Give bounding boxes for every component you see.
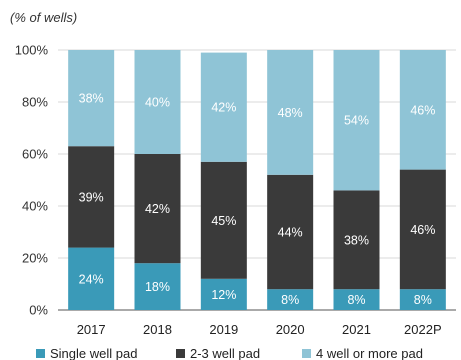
data-label: 48% — [278, 106, 303, 120]
data-label: 42% — [211, 101, 236, 115]
data-label: 46% — [410, 223, 435, 237]
bars: 24% 39% 38% 18% 42% 40% 12% 45% 42% 8% 44% 48% 8% 38%… — [68, 50, 446, 310]
data-label: 54% — [344, 114, 369, 128]
legend-label: Single well pad — [50, 346, 137, 360]
data-label: 45% — [211, 214, 236, 228]
x-tick-label: 2017 — [77, 322, 106, 337]
bar-segment — [399, 50, 446, 170]
bar-segment — [200, 278, 247, 310]
x-tick-label: 2021 — [342, 322, 371, 337]
bar-segment — [267, 174, 314, 290]
legend-label: 4 well or more pad — [316, 346, 423, 360]
x-tick-label: 2019 — [209, 322, 238, 337]
gridlines — [58, 49, 456, 311]
x-tick-label: 2020 — [276, 322, 305, 337]
legend: Single well pad 2-3 well pad 4 well or mor… — [36, 346, 423, 360]
legend-swatch — [302, 349, 311, 358]
x-tick-label: 2018 — [143, 322, 172, 337]
bar-segment — [333, 190, 380, 290]
data-label: 24% — [79, 272, 104, 286]
bar-segment — [267, 289, 314, 310]
x-tick-label: 2022P — [404, 322, 442, 337]
y-tick-label: 100% — [15, 43, 49, 58]
data-label: 38% — [79, 92, 104, 106]
legend-label: 2-3 well pad — [190, 346, 260, 360]
data-label: 44% — [278, 226, 303, 240]
data-label: 42% — [145, 202, 170, 216]
x-axis: 2017 2018 2019 2020 2021 2022P — [77, 322, 442, 337]
bar-segment — [68, 146, 115, 248]
bar-segment — [200, 161, 247, 279]
bar-segment — [134, 50, 181, 154]
bar-segment — [200, 52, 247, 162]
bar-segment — [399, 289, 446, 310]
y-tick-label: 40% — [22, 199, 48, 214]
data-label: 8% — [414, 293, 432, 307]
data-label: 12% — [211, 288, 236, 302]
bar-segment — [68, 50, 115, 147]
data-label: 18% — [145, 280, 170, 294]
y-tick-label: 20% — [22, 251, 48, 266]
bar-segment — [134, 263, 181, 310]
legend-swatch — [176, 349, 185, 358]
data-label: 8% — [347, 293, 365, 307]
unit-label: (% of wells) — [10, 10, 77, 25]
data-label: 38% — [344, 233, 369, 247]
legend-swatch — [36, 349, 45, 358]
data-label: 39% — [79, 190, 104, 204]
bar-segment — [333, 50, 380, 191]
y-tick-label: 80% — [22, 95, 48, 110]
data-label: 8% — [281, 293, 299, 307]
bar-segment — [267, 50, 314, 175]
bar-segment — [134, 154, 181, 264]
y-tick-label: 60% — [22, 147, 48, 162]
bar-segment — [333, 289, 380, 310]
bar-segment — [68, 247, 115, 310]
data-label: 40% — [145, 96, 170, 110]
y-tick-label: 0% — [29, 303, 48, 318]
data-label: 46% — [410, 103, 435, 117]
y-axis: 0% 20% 40% 60% 80% 100% — [15, 43, 49, 318]
bar-segment — [399, 169, 446, 290]
